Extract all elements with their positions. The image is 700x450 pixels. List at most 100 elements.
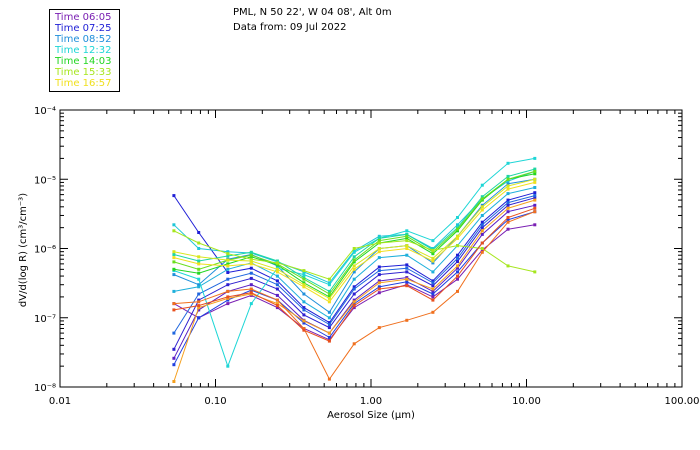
x-axis-title: Aerosol Size (μm) bbox=[327, 410, 415, 421]
legend-item: Time 16:57 bbox=[55, 78, 112, 89]
legend-item: Time 06:05 bbox=[55, 12, 112, 23]
data-point bbox=[405, 244, 409, 248]
data-point bbox=[197, 285, 201, 289]
data-point bbox=[533, 194, 537, 198]
data-point bbox=[480, 208, 484, 212]
data-point bbox=[377, 236, 381, 240]
data-point bbox=[275, 306, 279, 310]
data-point bbox=[431, 289, 435, 293]
data-point bbox=[302, 327, 306, 330]
series-0705 bbox=[172, 196, 537, 351]
data-point bbox=[533, 191, 537, 195]
data-point bbox=[302, 281, 306, 285]
data-point bbox=[249, 259, 253, 263]
data-point bbox=[533, 177, 537, 181]
data-point bbox=[405, 229, 409, 233]
data-point bbox=[172, 260, 176, 264]
data-point bbox=[327, 283, 331, 287]
data-point bbox=[431, 239, 435, 243]
data-point bbox=[197, 292, 201, 296]
series-1800 bbox=[172, 210, 537, 381]
plot-area bbox=[59, 109, 683, 388]
data-point bbox=[172, 331, 176, 335]
data-point bbox=[352, 302, 356, 306]
series-1730 bbox=[172, 198, 537, 383]
data-point bbox=[327, 339, 331, 343]
data-point bbox=[431, 284, 435, 288]
data-point bbox=[352, 342, 356, 346]
data-point bbox=[352, 270, 356, 274]
data-point bbox=[480, 226, 484, 230]
data-point bbox=[506, 216, 510, 219]
data-point bbox=[456, 229, 459, 233]
data-point bbox=[405, 276, 409, 280]
series-layer bbox=[172, 156, 537, 383]
data-point bbox=[352, 298, 356, 302]
data-point bbox=[405, 232, 409, 236]
x-tick-label: 0.01 bbox=[49, 396, 71, 407]
data-point bbox=[275, 304, 279, 308]
data-point bbox=[352, 250, 356, 254]
data-point bbox=[456, 216, 459, 219]
data-point bbox=[506, 192, 510, 196]
data-point bbox=[172, 253, 176, 256]
data-point bbox=[506, 201, 510, 205]
data-point bbox=[352, 287, 356, 291]
data-point bbox=[172, 256, 176, 260]
data-point bbox=[302, 285, 306, 289]
data-point bbox=[533, 198, 537, 202]
series-0635 bbox=[172, 203, 537, 360]
data-point bbox=[226, 264, 230, 268]
data-point bbox=[226, 364, 230, 368]
data-point bbox=[327, 281, 331, 285]
data-point bbox=[172, 308, 176, 312]
data-point bbox=[533, 169, 537, 173]
data-point bbox=[249, 255, 253, 259]
data-point bbox=[197, 262, 201, 266]
series-1657 bbox=[172, 180, 537, 304]
data-point bbox=[327, 292, 331, 296]
data-point bbox=[456, 223, 459, 227]
x-tick-label: 0.10 bbox=[204, 396, 226, 407]
data-point bbox=[456, 234, 459, 238]
data-point bbox=[249, 250, 253, 254]
data-point bbox=[431, 248, 435, 252]
data-point bbox=[431, 281, 435, 285]
data-point bbox=[327, 331, 331, 335]
data-point bbox=[480, 223, 484, 227]
data-point bbox=[197, 283, 201, 287]
data-point bbox=[405, 280, 409, 284]
data-point bbox=[405, 266, 409, 270]
data-point bbox=[506, 220, 510, 224]
data-point bbox=[352, 255, 356, 259]
data-point bbox=[506, 174, 510, 178]
data-point bbox=[456, 266, 459, 270]
data-point bbox=[533, 172, 537, 176]
data-point bbox=[275, 298, 279, 302]
legend: Time 06:05 Time 07:25 Time 08:52 Time 12:32… bbox=[49, 9, 120, 92]
data-point bbox=[327, 335, 331, 339]
data-point bbox=[480, 214, 484, 217]
data-point bbox=[327, 277, 331, 281]
data-point bbox=[377, 285, 381, 289]
data-point bbox=[226, 258, 230, 262]
data-point bbox=[533, 167, 537, 171]
data-point bbox=[506, 206, 510, 210]
data-point bbox=[405, 239, 409, 243]
data-point bbox=[249, 266, 253, 270]
data-point bbox=[249, 287, 253, 291]
data-point bbox=[226, 302, 230, 306]
data-point bbox=[302, 292, 306, 296]
x-tick-label: 100.00 bbox=[665, 396, 700, 407]
data-point bbox=[249, 276, 253, 280]
data-point bbox=[506, 161, 510, 165]
data-point bbox=[275, 287, 279, 291]
data-point bbox=[533, 206, 537, 210]
data-point bbox=[377, 234, 381, 238]
legend-item: Time 15:33 bbox=[55, 67, 112, 78]
data-point bbox=[352, 300, 356, 304]
data-point bbox=[275, 279, 279, 283]
data-point bbox=[172, 363, 176, 367]
data-point bbox=[456, 260, 459, 263]
